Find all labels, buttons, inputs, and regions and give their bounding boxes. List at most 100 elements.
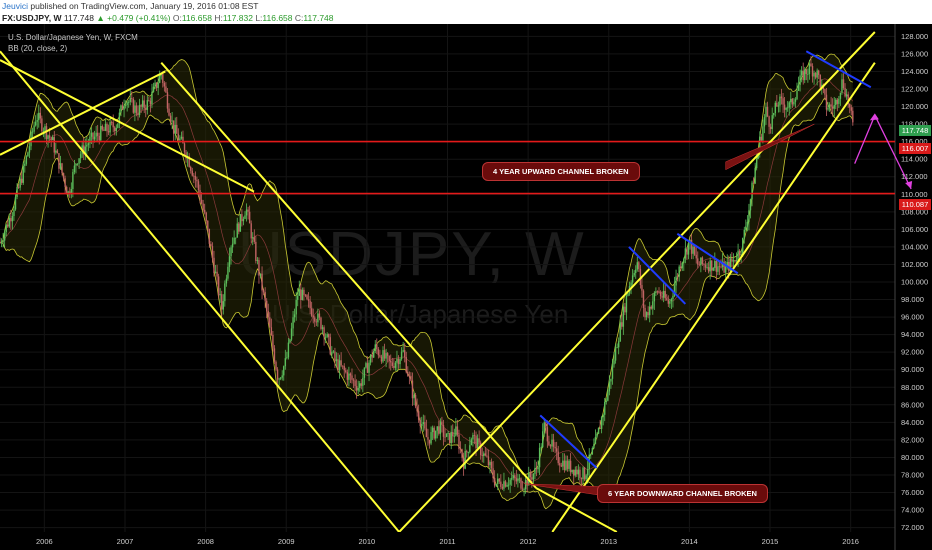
annotation-downward-channel-broken: 6 YEAR DOWNWARD CHANNEL BROKEN [597, 484, 768, 503]
candle-body [724, 266, 727, 273]
candle-body [786, 107, 789, 109]
close-label: C: [294, 13, 304, 23]
candle-body [114, 127, 116, 132]
candle-body [92, 132, 94, 140]
candle-body [117, 123, 119, 128]
candle-body [653, 292, 656, 302]
candle-body [729, 258, 732, 271]
candle-body [521, 488, 524, 490]
candle-body [479, 442, 482, 456]
candle-body [478, 438, 480, 443]
candle-body [241, 214, 243, 222]
candle-body [658, 292, 660, 294]
candle-body [42, 130, 45, 132]
candle-body [819, 74, 821, 88]
chart-canvas[interactable]: 72.000 74.000 76.000 78.000 80.000 82.000 84.0… [0, 24, 932, 550]
candle-body [532, 473, 535, 480]
candle-body [546, 427, 549, 442]
candle-body [278, 378, 280, 380]
y-tick-label: 110.000 [901, 190, 928, 199]
candle-body [461, 449, 463, 458]
candle-body [552, 439, 555, 447]
candle-body [631, 275, 634, 283]
candle-body [597, 427, 600, 434]
candle-body [583, 467, 586, 480]
candle-body [469, 445, 471, 453]
open-value: 116.658 [181, 13, 212, 23]
candle-body [36, 120, 38, 122]
candle-body [698, 264, 701, 266]
candle-body [154, 82, 156, 87]
candle-body [276, 369, 279, 380]
candle-body [605, 400, 607, 402]
y-tick-label: 124.000 [901, 67, 928, 76]
candle-body [103, 129, 105, 131]
candle-body [79, 154, 82, 159]
candle-body [445, 433, 448, 437]
candle-body [433, 427, 435, 439]
bollinger-basis [0, 78, 854, 484]
candle-body [760, 136, 763, 141]
candle-body [317, 313, 319, 323]
candle-body [400, 351, 403, 360]
candle-body [391, 362, 393, 367]
projection-arrowhead-up [869, 113, 879, 121]
candle-body [608, 381, 611, 392]
channel-upward-lower-left [398, 31, 876, 532]
candle-body [385, 353, 387, 359]
candle-body [844, 87, 846, 97]
candle-body [337, 359, 339, 371]
bollinger-band-fill [0, 54, 853, 509]
candle-body [376, 344, 378, 350]
candle-body [684, 248, 687, 259]
candle-body [388, 355, 390, 361]
low-label: L: [255, 13, 263, 23]
candle-body [635, 269, 637, 274]
candle-body [456, 426, 459, 435]
candle-body [656, 291, 659, 293]
candle-body [59, 163, 62, 169]
candle-body [788, 102, 790, 108]
candle-body [219, 294, 221, 296]
author-link[interactable]: Jeuvici [2, 1, 28, 11]
candle-body [70, 189, 73, 195]
candle-body [402, 350, 404, 352]
candle-body [287, 342, 290, 358]
candle-body [439, 421, 442, 434]
candle-body [847, 94, 849, 105]
candle-body [312, 315, 314, 318]
y-tick-label: 76.000 [901, 488, 924, 497]
candle-body [341, 365, 344, 367]
candle-body [652, 301, 654, 309]
candle-body [579, 469, 581, 478]
candle-body [174, 124, 176, 134]
candle-body [507, 484, 510, 486]
candle-body [599, 427, 601, 429]
candle-body [793, 101, 795, 105]
candle-body [565, 460, 567, 470]
candle-body [214, 271, 217, 273]
candle-body [207, 220, 209, 229]
candle-body [542, 431, 544, 448]
candle-body [659, 292, 662, 297]
candle-body [669, 301, 671, 304]
candle-body [379, 355, 381, 357]
candle-body [100, 125, 102, 141]
y-tick-label: 96.000 [901, 313, 924, 322]
candle-body [324, 336, 327, 338]
candle-body [306, 295, 308, 300]
candle-body [129, 98, 131, 102]
candle-body [731, 258, 733, 262]
short-trend-line [676, 232, 739, 275]
x-tick-label: 2012 [520, 537, 537, 546]
candle-body [680, 266, 682, 269]
candle-body [340, 360, 342, 366]
candle-body [256, 260, 259, 261]
candle-body [315, 321, 318, 323]
candle-body [321, 327, 324, 329]
candle-body [808, 63, 811, 75]
annotation-pointer-upward [725, 123, 815, 171]
candle-body [16, 187, 18, 198]
chart-area[interactable]: USDJPY, W U.S. Dollar/Japanese Yen 72.00… [0, 24, 932, 550]
candle-body [647, 312, 649, 316]
